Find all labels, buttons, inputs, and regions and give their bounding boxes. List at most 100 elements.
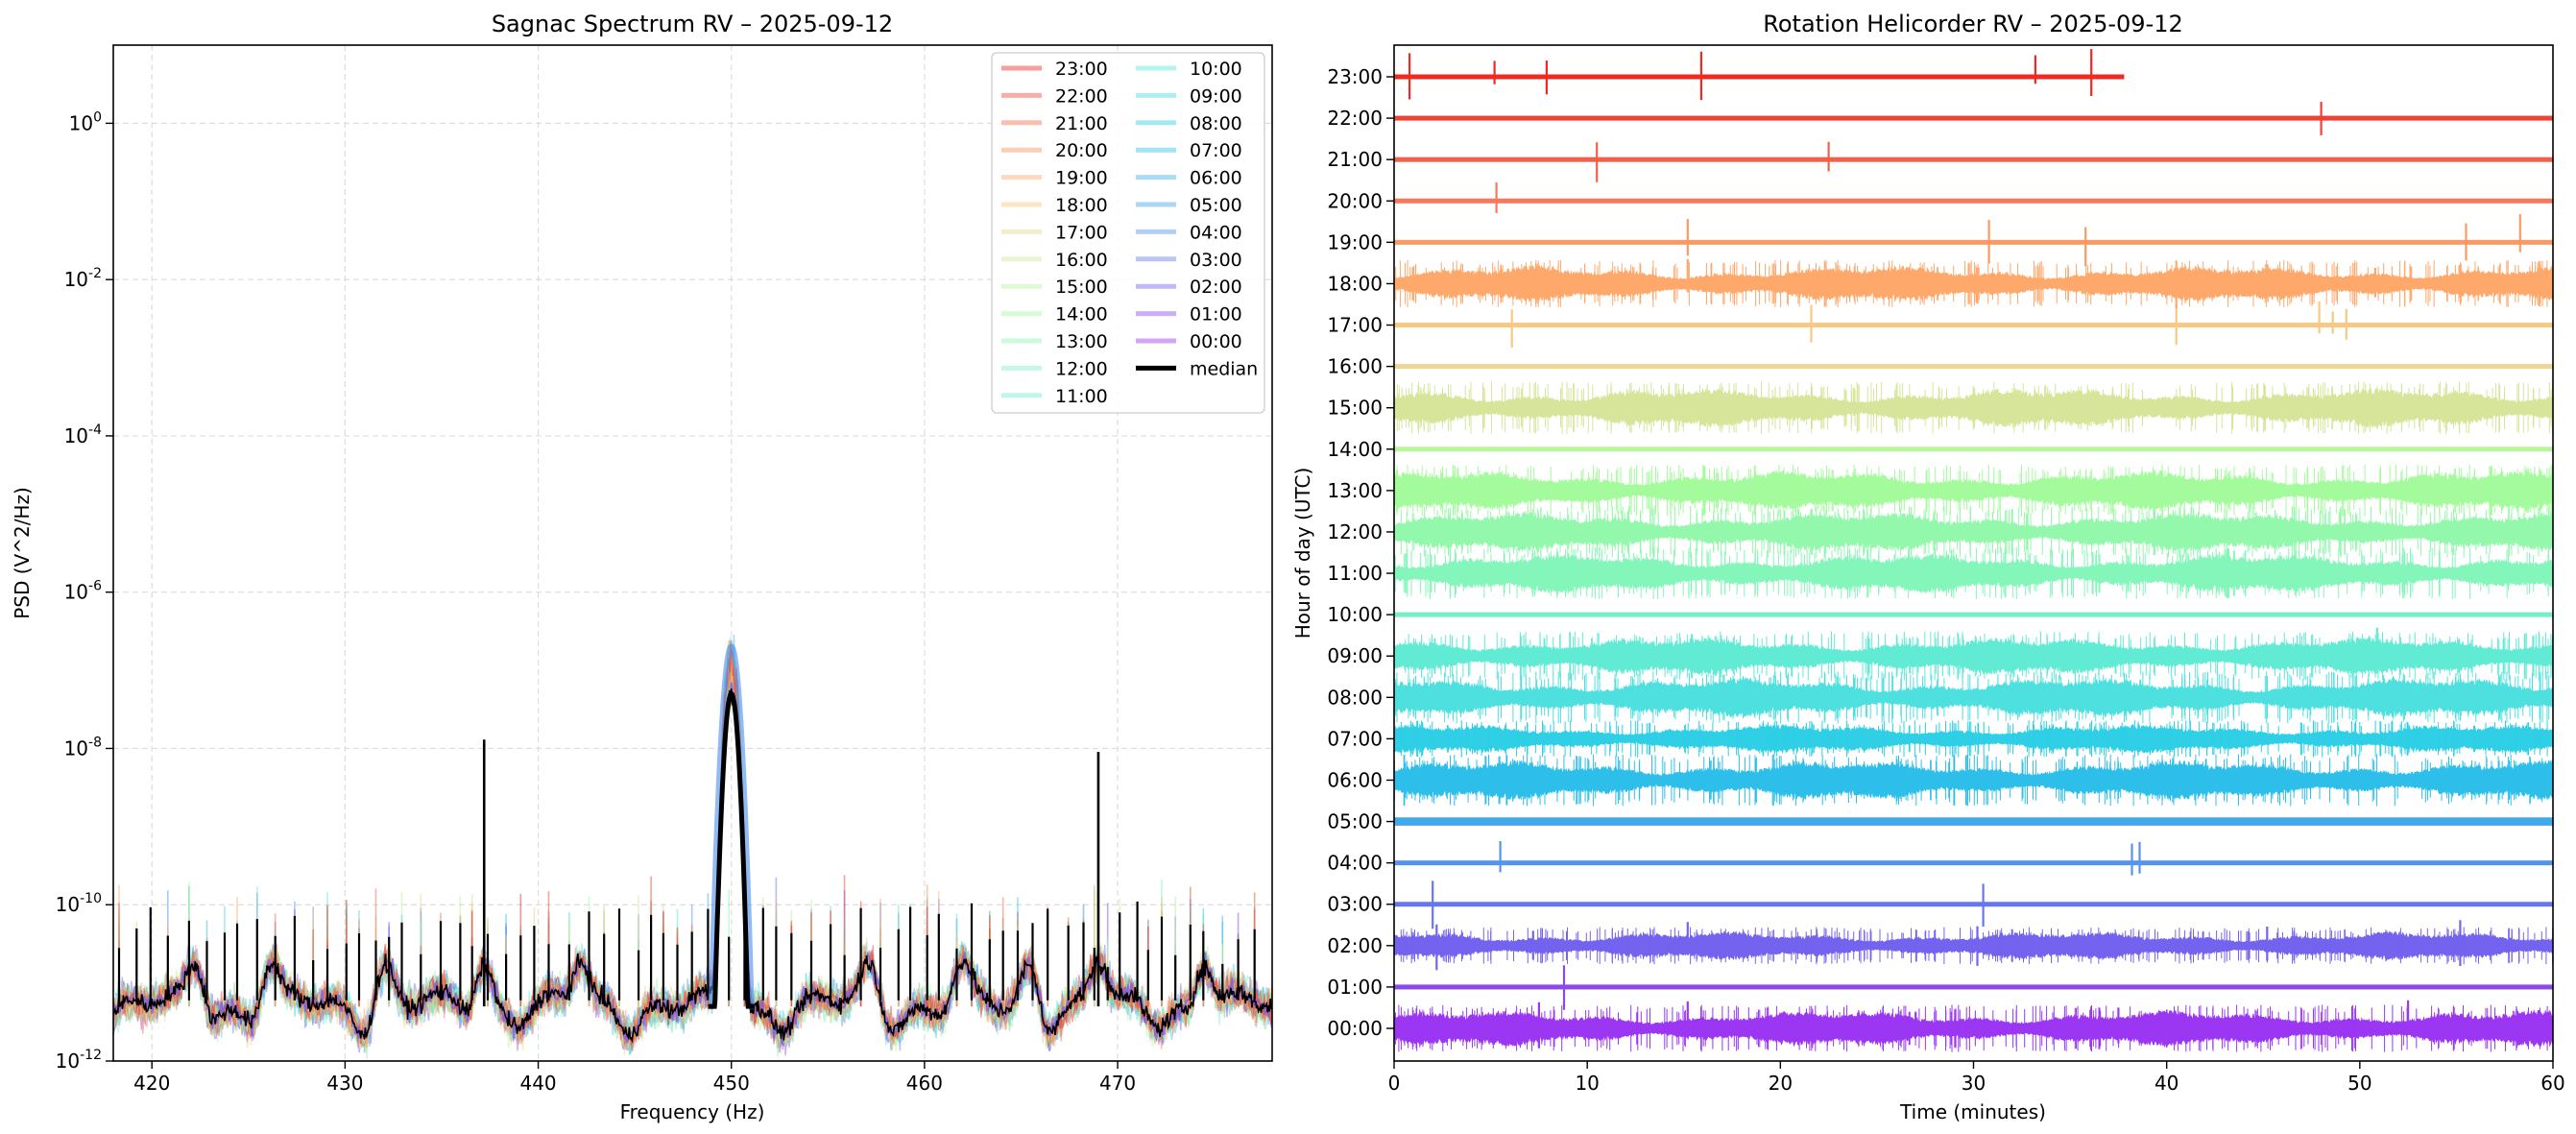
helicorder-trace-spikes [1537,1000,2410,1049]
spectrum-y-tick-label: 10-12 [56,1048,102,1073]
spectrum-y-label: PSD (V^2/Hz) [11,487,34,619]
spectrum-median-spikes [117,901,1256,1001]
helicorder-y-tick-label: 07:00 [1327,727,1383,750]
helicorder-y-tick-label: 23:00 [1327,65,1383,88]
helicorder-y-tick-label: 15:00 [1327,397,1383,420]
legend-label: 09:00 [1190,85,1242,107]
helicorder-trace [1394,115,2553,121]
legend-label: 21:00 [1055,113,1108,134]
helicorder-trace [1394,723,2553,755]
helicorder-trace-hairs [1394,754,2543,807]
legend-label: 18:00 [1055,195,1108,216]
helicorder-y-tick-label: 19:00 [1327,230,1383,253]
helicorder-y-tick-label: 00:00 [1327,1017,1383,1040]
helicorder-x-tick-label: 0 [1388,1072,1401,1095]
helicorder-y-tick-label: 06:00 [1327,768,1383,791]
helicorder-trace [1394,984,2553,990]
helicorder-trace [1394,930,2553,961]
legend-label: median [1190,358,1258,379]
spectrum-x-tick-label: 420 [133,1072,170,1095]
helicorder-y-tick-label: 14:00 [1327,438,1383,461]
helicorder-x-tick-label: 40 [2155,1072,2179,1095]
helicorder-trace-hairs [1395,1004,2551,1052]
spectrum-peak-median [708,690,755,1009]
helicorder-trace [1394,612,2553,617]
helicorder-trace-spikes [1435,920,2462,971]
helicorder-x-ticks: 0 10 20 30 40 50 60 [1388,1061,2565,1095]
helicorder-trace-hairs [1396,381,2553,434]
spectrum-legend: 23:00 22:00 21:00 20:00 19:00 18:00 17:00 16:00… [991,52,1265,414]
spectrum-x-tick-label: 450 [713,1072,750,1095]
legend-label: 14:00 [1055,304,1108,326]
helicorder-x-label: Time (minutes) [1899,1100,2046,1123]
spectrum-x-tick-label: 430 [326,1072,363,1095]
helicorder-trace [1394,860,2553,866]
helicorder-trace [1394,760,2553,801]
y-tick-exponent: -8 [88,735,102,750]
spectrum-x-tick-label: 440 [519,1072,556,1095]
helicorder-trace [1394,74,2125,80]
helicorder-y-tick-label: 13:00 [1327,479,1383,502]
spectrum-y-tick-label: 10-4 [64,422,103,447]
spectrum-axes-frame [112,44,1273,1062]
helicorder-y-tick-label: 11:00 [1327,562,1383,585]
helicorder-trace-spikes [1596,141,1830,182]
helicorder-trace-hairs [1405,631,2553,681]
helicorder-y-tick-label: 17:00 [1327,314,1383,337]
spectrum-y-tick-label: 10-8 [64,735,102,760]
helicorder-trace [1394,446,2553,452]
spectrum-peak-envelope [708,643,755,1010]
spectrum-x-tick-label: 460 [906,1072,943,1095]
helicorder-y-label: Hour of day (UTC) [1291,468,1314,639]
y-tick-exponent: -12 [80,1048,102,1063]
spectrum-panel: 420 430 440 450 460 470 10-1210-1010-810-610-… [11,11,1273,1123]
helicorder-trace-hairs [1395,671,2550,724]
y-tick-base: 10 [64,581,88,604]
helicorder-y-tick-label: 20:00 [1327,189,1383,212]
helicorder-trace [1394,1009,2553,1049]
y-tick-base: 10 [69,111,93,134]
helicorder-trace [1394,676,2553,718]
y-tick-exponent: -6 [88,579,102,594]
helicorder-trace-spikes [1686,214,2521,267]
helicorder-x-tick-label: 30 [1962,1072,1986,1095]
legend-label: 15:00 [1055,277,1108,298]
y-tick-exponent: 0 [93,109,102,125]
legend-label: 17:00 [1055,222,1108,243]
helicorder-x-tick-label: 60 [2540,1072,2564,1095]
helicorder-trace-spikes [1432,881,1985,929]
helicorder-trace [1394,198,2553,204]
helicorder-trace-hairs [1395,464,2553,517]
helicorder-trace-hairs [1400,505,2553,559]
y-tick-exponent: -2 [88,266,102,281]
helicorder-y-tick-label: 18:00 [1327,272,1383,295]
helicorder-y-tick-label: 04:00 [1327,852,1383,875]
helicorder-trace [1394,552,2553,594]
helicorder-trace-spikes [1408,49,2093,101]
helicorder-traces [1394,49,2553,1052]
y-tick-exponent: -10 [80,891,102,906]
legend-label: 10:00 [1190,59,1242,80]
helicorder-trace-hairs [1400,927,2553,965]
legend-label: 22:00 [1055,85,1108,107]
helicorder-trace [1394,157,2553,162]
y-tick-base: 10 [64,736,88,760]
y-tick-base: 10 [64,268,88,291]
helicorder-trace [1394,323,2553,328]
helicorder-panel: 0 10 20 30 40 50 60 00:0001:0002:0003:0004:000… [1291,11,2565,1123]
helicorder-title: Rotation Helicorder RV – 2025-09-12 [1763,11,2182,37]
spectrum-series-line [113,647,1272,1051]
legend-label: 02:00 [1190,277,1242,298]
helicorder-y-tick-label: 09:00 [1327,644,1383,667]
helicorder-trace [1394,637,2553,676]
helicorder-y-tick-label: 10:00 [1327,603,1383,626]
helicorder-trace [1394,364,2553,370]
y-tick-exponent: -4 [88,422,102,438]
spectrum-y-tick-label: 10-2 [64,266,102,291]
y-tick-base: 10 [56,1050,80,1073]
helicorder-y-tick-label: 22:00 [1327,107,1383,130]
legend-label: 19:00 [1055,168,1108,189]
y-tick-base: 10 [56,893,80,916]
spectrum-y-tick-label: 100 [69,109,102,134]
